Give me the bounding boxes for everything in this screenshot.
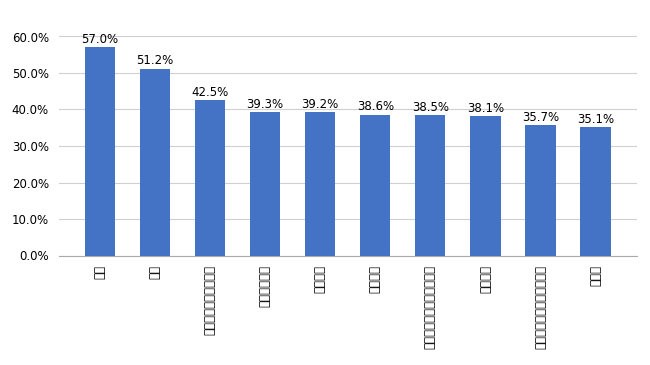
Text: 38.1%: 38.1% bbox=[467, 102, 504, 115]
Text: 51.2%: 51.2% bbox=[136, 54, 174, 67]
Text: 35.1%: 35.1% bbox=[577, 113, 614, 126]
Bar bbox=[250, 112, 280, 256]
Text: 38.6%: 38.6% bbox=[357, 100, 394, 113]
Bar bbox=[360, 115, 391, 256]
Text: 35.7%: 35.7% bbox=[522, 111, 559, 124]
Text: 39.3%: 39.3% bbox=[246, 97, 283, 111]
Text: 57.0%: 57.0% bbox=[81, 33, 118, 46]
Bar bbox=[580, 127, 611, 255]
Bar bbox=[305, 112, 335, 256]
Bar bbox=[525, 125, 556, 256]
Text: 42.5%: 42.5% bbox=[192, 86, 229, 99]
Bar bbox=[195, 100, 225, 256]
Text: 38.5%: 38.5% bbox=[412, 100, 449, 114]
Text: 39.2%: 39.2% bbox=[302, 98, 339, 111]
Bar bbox=[415, 115, 445, 255]
Bar bbox=[84, 47, 115, 256]
Bar bbox=[471, 116, 500, 255]
Bar bbox=[140, 69, 170, 256]
